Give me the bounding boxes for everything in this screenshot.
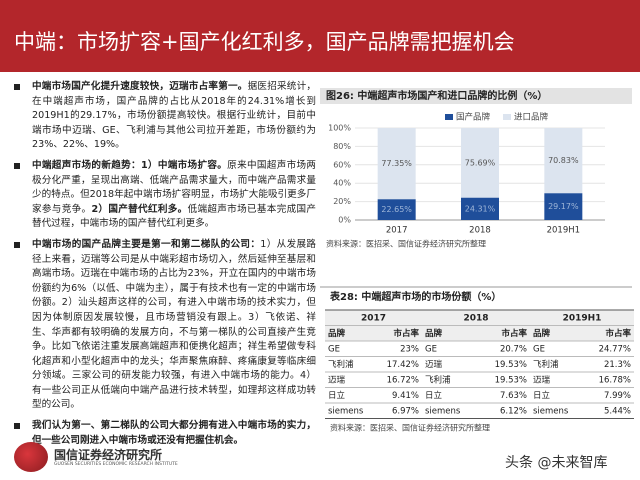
table-header-cell: 品牌 [425,328,443,339]
data-label: 29.17% [548,202,579,211]
y-tick-label: 60% [333,160,351,169]
table-cell: 飞利浦 [328,359,354,370]
bar-segment [377,199,416,220]
table-header-cell: 市占率 [393,328,419,339]
legend-label: 进口品牌 [514,112,549,123]
table-cell: 迈瑞 [328,374,346,385]
bar-segment [461,197,499,220]
table-cell: siemens [328,406,364,416]
text-run: 2）国产替代红利多。 [91,203,188,215]
table-cell: 迈瑞 [425,359,443,370]
table-cell: 21.3% [604,360,631,370]
table-cell: 19.53% [495,375,527,385]
data-label: 70.83% [548,156,579,165]
y-tick-label: 100% [328,124,351,133]
table-cell: GE [328,344,340,354]
logo-subtext: GUOSEN SECURITIES ECONOMIC RESEARCH INST… [54,462,178,467]
text-run: 1）从发展路径上来看，迈瑞等公司是从中端彩超市场切入，然后延伸至基层和高端市场。… [32,238,317,411]
table-cell: 19.53% [495,360,527,370]
table-cell: 日立 [533,390,551,401]
x-tick-label: 2019H1 [547,226,580,236]
text-run: 中端市场国产化提升速度较快，迈瑞市占率第一。 [32,81,248,92]
chart-title: 图26: 中端超声市场国产和进口品牌的比例（%） [326,89,547,102]
text-run: 中端市场的国产品牌主要是第一和第二梯队的公司： [32,238,261,250]
chart-source: 资料来源：医招采、国信证券经济研究所整理 [326,239,486,249]
table-cell: 20.7% [500,344,527,354]
table-cell: 7.63% [500,391,527,401]
paragraph: 我们认为第一、第二梯队的公司大都分拥有进入中端市场的实力，但一些公司刚进入中端市… [8,419,316,448]
logo-text: 国信证券经济研究所 [54,448,163,462]
table-title: 表28: 中端超声市场的市场份额（%） [329,290,501,303]
table-cell: GE [533,344,545,354]
bar-segment [377,128,416,200]
bar-segment [544,128,583,194]
y-tick-label: 40% [333,179,351,188]
table-cell: 23% [400,344,419,354]
x-tick-label: 2018 [469,226,491,236]
y-tick-label: 0% [338,216,351,225]
data-label: 75.69% [465,158,496,167]
table-cell: siemens [425,406,461,416]
legend-swatch [503,114,511,120]
x-tick-label: 2017 [386,226,408,236]
table-cell: GE [425,344,437,354]
paragraph: 中端超声市场的新趋势：1）中端市场扩容。原来中国超声市场两极分化严重，呈现出高端… [8,159,316,232]
legend-label: 国产品牌 [456,112,491,123]
legend-swatch [445,114,453,120]
y-tick-label: 20% [333,197,351,206]
table-year: 2019H1 [563,313,602,323]
text-run: 低端超声市场已基本完成国产替代过程，中端市场的国产替代红利更多。 [32,203,317,230]
bar-segment [544,193,583,220]
data-label: 24.31% [465,204,496,213]
table-header-cell: 品牌 [533,328,551,339]
table-cell: 16.78% [599,375,631,385]
table-header-cell: 市占率 [605,328,631,339]
table-cell: 7.99% [604,391,631,401]
table-cell: 16.72% [387,375,419,385]
table-cell: 飞利浦 [533,359,559,370]
logo [14,442,48,472]
paragraph: 中端市场国产化提升速度较快，迈瑞市占率第一。据医招采统计，在中端超声市场，国产品… [8,80,316,153]
chart-title-bar [320,88,632,104]
table-source: 资料来源：医招采、国信证券经济研究所整理 [330,423,490,433]
table-cell: 迈瑞 [533,374,551,385]
table-cell: 6.12% [500,406,527,416]
data-label: 77.35% [381,159,412,168]
table-cell: 24.77% [599,344,631,354]
text-run: 中端超声市场的新趋势：1）中端市场扩容。 [32,159,228,171]
table-year: 2017 [361,313,386,323]
text-run: 据医招采统计，在中端超声市场，国产品牌的占比从2018年的24.31%增长到20… [32,81,317,151]
data-label: 22.65% [381,205,412,214]
bar-segment [461,128,499,198]
table-cell: 飞利浦 [425,374,451,385]
text-column: 中端市场国产化提升速度较快，迈瑞市占率第一。据医招采统计，在中端超声市场，国产品… [8,80,316,454]
text-run: 我们认为第一、第二梯队的公司大都分拥有进入中端市场的实力，但一些公司刚进入中端市… [32,420,316,446]
watermark: 头条 @未来智库 [505,455,608,471]
table-cell: siemens [533,406,569,416]
table-cell: 9.41% [392,391,419,401]
table-cell: 17.42% [387,360,419,370]
table-header-cell: 品牌 [328,328,346,339]
banner [0,0,640,72]
paragraph: 中端市场的国产品牌主要是第一和第二梯队的公司：1）从发展路径上来看，迈瑞等公司是… [8,238,316,413]
page-title: 中端：市场扩容+国产化红利多，国产品牌需把握机会 [14,30,515,54]
table-year: 2018 [463,313,488,323]
table-cell: 6.97% [392,406,419,416]
table-header-cell: 市占率 [501,328,527,339]
text-run: 原来中国超声市场两极分化严重，呈现出高端、低端产品需求量大，而中端产品需求量少的… [32,159,316,215]
y-tick-label: 80% [333,142,351,151]
table-cell: 5.44% [604,406,631,416]
table-cell: 日立 [425,390,443,401]
table-cell: 日立 [328,390,346,401]
